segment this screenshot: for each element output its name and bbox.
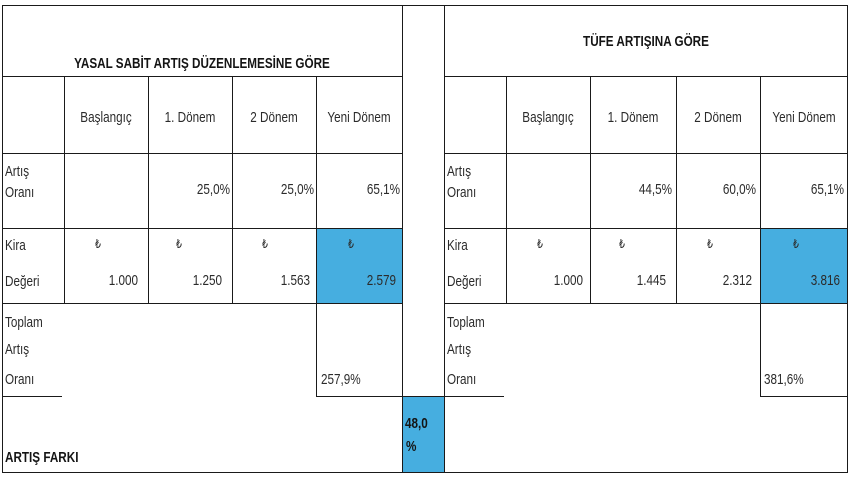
cell-toplam-artis-orani: 257,9% <box>321 371 361 388</box>
row-label-toplam-artis-orani: Artış <box>5 341 30 358</box>
row-label-artis-orani: Artış <box>5 163 30 180</box>
cell-kira-donem-2: 1.563 <box>280 272 310 289</box>
cell-artis-orani-donem-1: 44,5% <box>638 181 672 198</box>
currency-symbol: ₺ <box>176 237 182 251</box>
row-label-kira-degeri: Kira <box>447 237 468 254</box>
cell-artis-orani-donem-2: 60,0% <box>722 181 756 198</box>
column-header-donem-2: 2 Dönem <box>250 109 298 126</box>
currency-symbol: ₺ <box>262 237 268 251</box>
row-label-kira-degeri: Değeri <box>5 273 40 290</box>
highlight-cell-yasal-yeni-donem <box>317 229 402 303</box>
currency-symbol: ₺ <box>793 237 799 251</box>
row-label-toplam-artis-orani: Toplam <box>5 314 43 331</box>
column-header-yeni-donem: Yeni Dönem <box>327 109 391 126</box>
row-label-kira-degeri: Kira <box>5 237 26 254</box>
row-label-artis-orani: Artış <box>447 163 472 180</box>
currency-symbol: ₺ <box>95 237 101 251</box>
row-label-artis-orani: Oranı <box>447 184 477 201</box>
column-header-donem-1: 1. Dönem <box>164 109 216 126</box>
column-header-baslangic: Başlangıç <box>80 109 132 126</box>
cell-artis-orani-yeni-donem: 65,1% <box>810 181 844 198</box>
cell-kira-yeni-donem: 2.579 <box>366 272 396 289</box>
cell-kira-donem-2: 2.312 <box>722 272 752 289</box>
column-header-baslangic: Başlangıç <box>522 109 574 126</box>
artis-farki-value-unit: % <box>406 438 417 455</box>
row-label-artis-orani: Oranı <box>5 184 35 201</box>
table-title: YASAL SABİT ARTIŞ DÜZENLEMESİNE GÖRE <box>74 55 330 72</box>
currency-symbol: ₺ <box>619 237 625 251</box>
cell-artis-orani-donem-2: 25,0% <box>280 181 314 198</box>
row-label-toplam-artis-orani: Artış <box>447 341 472 358</box>
row-label-toplam-artis-orani: Oranı <box>447 371 477 388</box>
row-label-toplam-artis-orani: Oranı <box>5 371 35 388</box>
cell-toplam-artis-orani: 381,6% <box>764 371 804 388</box>
artis-farki-value: 48,0 <box>405 415 428 432</box>
row-label-toplam-artis-orani: Toplam <box>447 314 485 331</box>
currency-symbol: ₺ <box>707 237 713 251</box>
highlight-cell-tufe-yeni-donem <box>761 229 847 303</box>
column-header-donem-1: 1. Dönem <box>607 109 659 126</box>
currency-symbol: ₺ <box>348 237 354 251</box>
currency-symbol: ₺ <box>537 237 543 251</box>
column-header-yeni-donem: Yeni Dönem <box>772 109 836 126</box>
table-title: TÜFE ARTIŞINA GÖRE <box>583 33 709 50</box>
cell-kira-yeni-donem: 3.816 <box>810 272 840 289</box>
column-header-donem-2: 2 Dönem <box>694 109 742 126</box>
cell-kira-donem-1: 1.250 <box>192 272 222 289</box>
cell-artis-orani-donem-1: 25,0% <box>196 181 230 198</box>
highlight-cell-artis-farki <box>403 397 444 472</box>
cell-artis-orani-yeni-donem: 65,1% <box>366 181 400 198</box>
cell-kira-baslangic: 1.000 <box>553 272 583 289</box>
row-label-kira-degeri: Değeri <box>447 273 482 290</box>
artis-farki-label: ARTIŞ FARKI <box>5 449 79 466</box>
cell-kira-donem-1: 1.445 <box>636 272 666 289</box>
cell-kira-baslangic: 1.000 <box>108 272 138 289</box>
